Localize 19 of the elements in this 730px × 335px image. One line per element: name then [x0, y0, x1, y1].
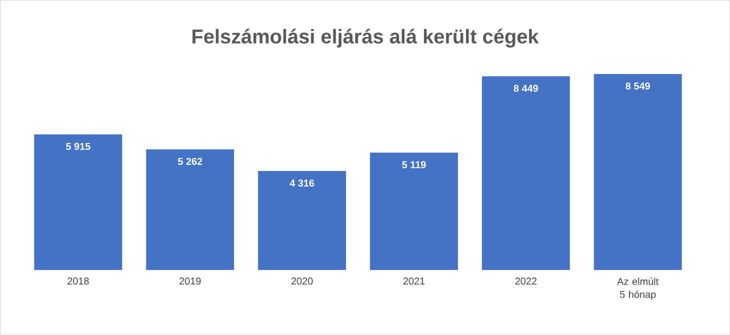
- bar: [594, 74, 682, 270]
- data-label: 8 449: [514, 84, 538, 92]
- x-tick-label: Az elmúlt 5 hónap: [617, 277, 659, 300]
- bar: [258, 170, 346, 270]
- x-tick-label: 2020: [291, 277, 313, 285]
- x-tick-label: 2022: [515, 277, 536, 285]
- data-label: 5 262: [178, 158, 202, 165]
- x-tick-label: 2018: [68, 277, 89, 285]
- data-label: 8 549: [626, 82, 650, 90]
- data-label: 4 316: [290, 179, 314, 187]
- chart-title: Felszámolási eljárás alá került cégek: [192, 28, 539, 48]
- bar: [370, 152, 458, 270]
- bar: [34, 134, 122, 270]
- bar: [482, 76, 570, 270]
- bar: [146, 149, 234, 270]
- data-label: 5 119: [402, 161, 426, 168]
- x-tick-label: 2019: [180, 277, 201, 285]
- data-label: 5 915: [66, 142, 90, 150]
- x-tick-label: 2021: [403, 277, 425, 285]
